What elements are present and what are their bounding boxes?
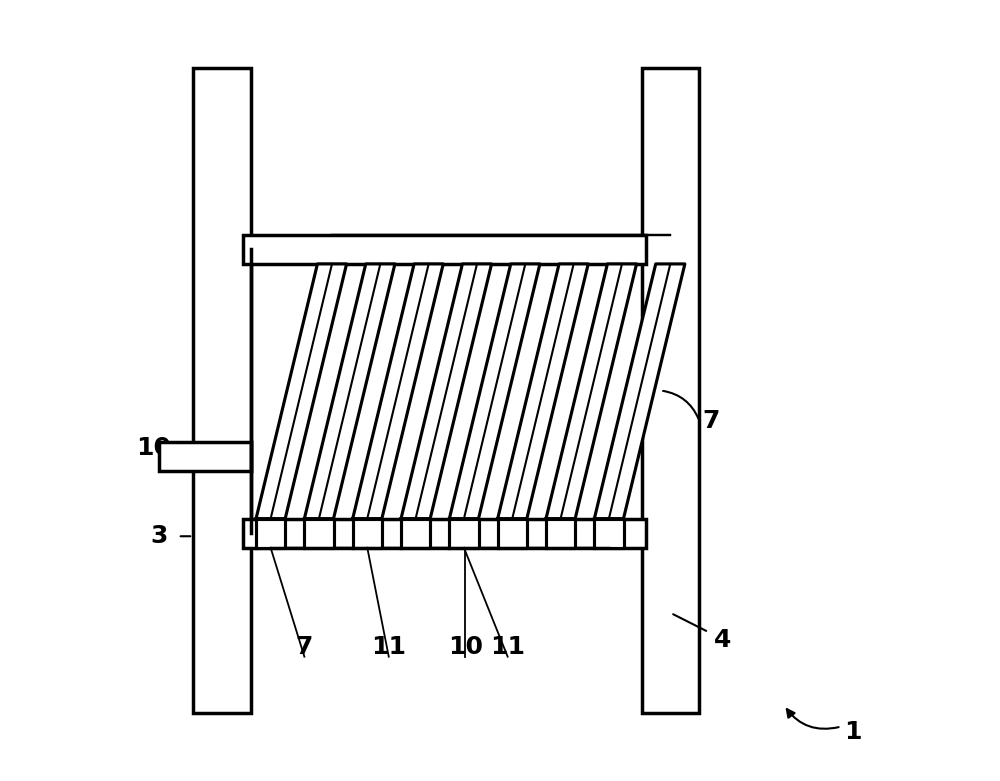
Polygon shape: [304, 519, 334, 547]
Text: 3: 3: [150, 524, 167, 548]
Polygon shape: [401, 519, 430, 547]
Bar: [159, 442, 251, 471]
Text: 11: 11: [371, 636, 406, 659]
Text: 10: 10: [448, 636, 483, 659]
Polygon shape: [353, 519, 382, 547]
Text: 7: 7: [702, 409, 720, 433]
Bar: [193, 68, 251, 713]
Bar: [243, 519, 646, 547]
Polygon shape: [594, 519, 624, 547]
Polygon shape: [401, 264, 492, 519]
Polygon shape: [449, 264, 540, 519]
Text: 10: 10: [136, 436, 171, 460]
Text: 11: 11: [490, 636, 525, 659]
Polygon shape: [449, 519, 479, 547]
Polygon shape: [353, 264, 443, 519]
Polygon shape: [594, 264, 685, 519]
Polygon shape: [498, 264, 588, 519]
Bar: [642, 68, 699, 713]
Polygon shape: [256, 519, 285, 547]
Text: 7: 7: [296, 636, 313, 659]
Polygon shape: [256, 264, 347, 519]
Bar: [243, 235, 646, 264]
Text: 1: 1: [844, 720, 862, 744]
Polygon shape: [546, 264, 637, 519]
Text: 4: 4: [714, 628, 731, 652]
Polygon shape: [304, 264, 395, 519]
Polygon shape: [498, 519, 527, 547]
Polygon shape: [546, 519, 575, 547]
